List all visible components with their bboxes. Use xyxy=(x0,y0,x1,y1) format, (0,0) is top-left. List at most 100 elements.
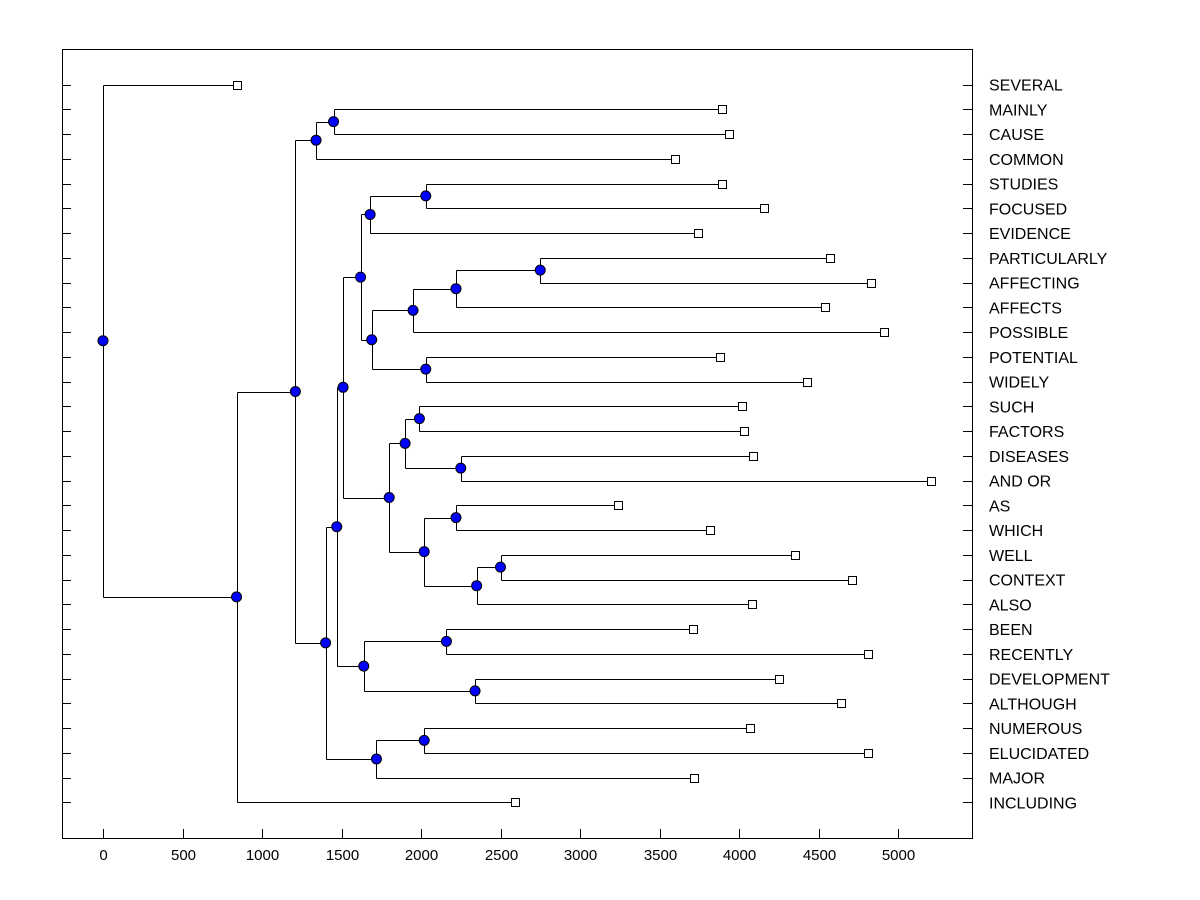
leaf-marker-affecting xyxy=(867,279,876,288)
merge-node-m_paa_possible xyxy=(407,304,419,316)
merge-node-m_br_da xyxy=(358,660,370,672)
merge-node-m_wc_also xyxy=(471,580,483,592)
leaf-marker-potential xyxy=(716,353,725,362)
plot-frame xyxy=(62,49,973,839)
x-tick-label-500: 500 xyxy=(171,847,196,864)
leaf-marker-including xyxy=(511,798,520,807)
merge-node-m_bu_brda xyxy=(331,521,343,533)
merge-node-m_diseases_andor xyxy=(455,462,467,474)
leaf-label-studies: STUDIES xyxy=(989,177,1058,194)
x-tick-label-0: 0 xyxy=(99,847,107,864)
leaf-label-although: ALTHOUGH xyxy=(989,696,1077,713)
merge-node-m_sfd_aw xyxy=(383,492,395,504)
leaf-marker-studies xyxy=(718,180,727,189)
leaf-label-as: AS xyxy=(989,498,1010,515)
merge-node-m_well_context xyxy=(495,561,506,573)
merge-node-m_dev_although xyxy=(469,685,481,697)
leaf-label-numerous: NUMEROUS xyxy=(989,721,1082,738)
leaf-label-several: SEVERAL xyxy=(989,78,1063,95)
x-tick-label-3000: 3000 xyxy=(564,847,597,864)
merge-node-m_sf_evidence xyxy=(364,208,376,220)
leaf-marker-been xyxy=(689,625,698,634)
leaf-label-common: COMMON xyxy=(989,152,1064,169)
leaf-marker-well xyxy=(791,551,800,560)
merge-node-m_been_recently xyxy=(440,635,452,647)
leaf-marker-major xyxy=(690,774,699,783)
leaf-label-including: INCLUDING xyxy=(989,795,1077,812)
leaf-marker-mainly xyxy=(718,105,727,114)
x-tick-label-4000: 4000 xyxy=(723,847,756,864)
leaf-label-possible: POSSIBLE xyxy=(989,325,1068,342)
dendrogram-branches xyxy=(103,85,932,803)
leaf-marker-focused xyxy=(760,204,769,213)
leaf-label-major: MAJOR xyxy=(989,771,1045,788)
merge-node-m_sfd xyxy=(399,437,411,449)
merge-node-m_big_upper xyxy=(337,381,349,393)
leaf-marker-development xyxy=(775,675,784,684)
leaf-label-such: SUCH xyxy=(989,399,1034,416)
x-tick-label-2000: 2000 xyxy=(405,847,438,864)
merge-node-m_such_factors xyxy=(413,413,425,425)
x-tick-labels: 0 500 1000 1500 2000 2500 3000 3500 4000 4500 5000 xyxy=(99,847,915,864)
leaf-marker-which xyxy=(706,526,715,535)
leaf-label-cause: CAUSE xyxy=(989,127,1044,144)
leaf-label-also: ALSO xyxy=(989,597,1032,614)
leaf-label-and-or: AND OR xyxy=(989,474,1051,491)
leaf-marker-several xyxy=(233,81,242,90)
x-tick-label-4500: 4500 xyxy=(803,847,836,864)
leaf-label-widely: WIDELY xyxy=(989,375,1049,392)
merge-node-m_root xyxy=(97,335,109,347)
x-tick-label-5000: 5000 xyxy=(882,847,915,864)
leaf-label-affecting: AFFECTING xyxy=(989,276,1080,293)
merge-node-m_as_which xyxy=(450,512,462,524)
merge-node-m_sfe_pos xyxy=(355,271,367,283)
leaf-markers xyxy=(233,81,936,807)
merge-node-m_numerous_elucidated xyxy=(418,734,430,746)
leaf-label-mainly: MAINLY xyxy=(989,102,1048,119)
leaf-label-been: BEEN xyxy=(989,622,1033,639)
leaf-marker-although xyxy=(837,699,846,708)
leaf-label-context: CONTEXT xyxy=(989,573,1066,590)
leaf-label-recently: RECENTLY xyxy=(989,647,1073,664)
leaf-marker-context xyxy=(848,576,857,585)
leaf-marker-factors xyxy=(740,427,749,436)
leaf-marker-common xyxy=(671,155,680,164)
leaf-marker-possible xyxy=(880,328,889,337)
merge-node-m_top_mid xyxy=(289,386,301,398)
leaf-marker-recently xyxy=(864,650,873,659)
leaf-marker-as xyxy=(614,501,623,510)
merge-node-m_pa_affects xyxy=(450,283,462,295)
leaf-label-potential: POTENTIAL xyxy=(989,350,1078,367)
leaf-label-development: DEVELOPMENT xyxy=(989,672,1110,689)
leaf-label-affects: AFFECTS xyxy=(989,300,1062,317)
y-tick-marks xyxy=(62,85,972,803)
leaf-label-evidence: EVIDENCE xyxy=(989,226,1071,243)
leaf-label-particularly: PARTICULARLY xyxy=(989,251,1108,268)
leaf-marker-elucidated xyxy=(864,749,873,758)
leaf-marker-also xyxy=(748,600,757,609)
merge-node-m_aw_wca xyxy=(418,546,430,558)
leaf-marker-widely xyxy=(803,378,812,387)
merge-node-m_pos_pot xyxy=(366,334,378,346)
x-tick-label-1500: 1500 xyxy=(326,847,359,864)
leaf-label-well: WELL xyxy=(989,548,1033,565)
leaf-marker-and-or xyxy=(927,477,936,486)
leaf-label-elucidated: ELUCIDATED xyxy=(989,746,1089,763)
x-tick-label-3500: 3500 xyxy=(644,847,677,864)
leaf-marker-numerous xyxy=(746,724,755,733)
merge-node-m_mainly_cause xyxy=(328,116,340,128)
leaf-marker-particularly xyxy=(826,254,835,263)
merge-node-m_potential_widely xyxy=(420,363,432,375)
leaf-marker-diseases xyxy=(749,452,758,461)
merge-node-m_lower_mid xyxy=(320,637,332,649)
merge-node-m_part_affecting xyxy=(534,264,546,276)
leaf-labels: SEVERAL MAINLY CAUSE COMMON STUDIES FOCUSED EV… xyxy=(989,78,1110,813)
leaf-marker-affects xyxy=(821,303,830,312)
merge-node-m_ne_major xyxy=(370,753,382,765)
merge-node-m_tm_including xyxy=(231,591,243,603)
x-tick-label-1000: 1000 xyxy=(246,847,279,864)
leaf-label-focused: FOCUSED xyxy=(989,201,1067,218)
merge-nodes xyxy=(97,116,546,765)
leaf-label-diseases: DISEASES xyxy=(989,449,1069,466)
x-tick-label-2500: 2500 xyxy=(485,847,518,864)
